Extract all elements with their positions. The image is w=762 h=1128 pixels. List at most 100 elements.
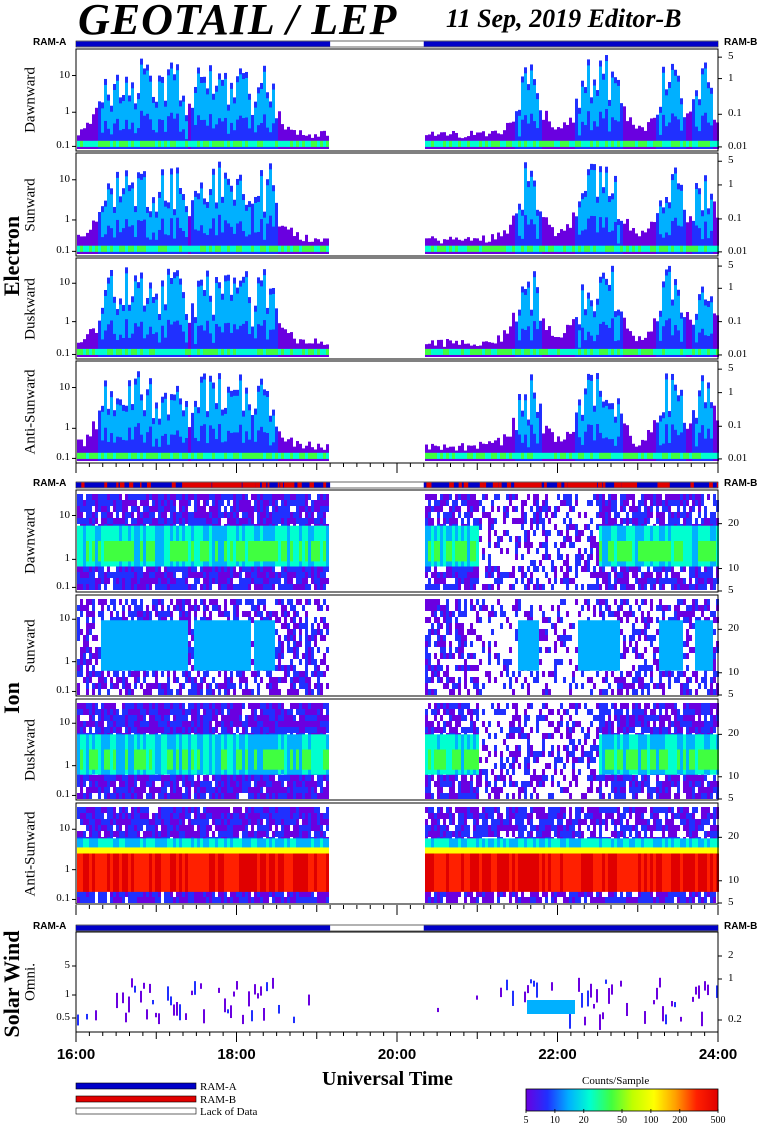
ram-label-b-solar_wind: RAM-B <box>724 921 758 932</box>
ram-b-segment <box>544 482 547 488</box>
ram-b-segment <box>449 482 452 488</box>
date-editor-title: 11 Sep, 2019 Editor-B <box>446 4 682 33</box>
y-tick-label: 10 <box>59 612 70 625</box>
time-ticks-electron <box>75 463 719 473</box>
ram-b-segment <box>263 482 267 488</box>
ram-b-segment <box>297 482 302 488</box>
ram-b-segment <box>492 482 498 488</box>
right-tick-label: 20 <box>728 830 739 843</box>
colorbar-tick-label-5: 200 <box>672 1115 688 1126</box>
ram-b-segment <box>129 482 134 488</box>
x-tick-label-4: 24:00 <box>698 1046 738 1063</box>
right-tick-label: 1 <box>728 177 734 190</box>
right-tick-label: 5 <box>728 687 734 700</box>
ram-b-segment <box>525 482 527 488</box>
right-tick-label: 0.01 <box>728 451 748 464</box>
ram-b-segment <box>506 482 512 488</box>
ram-b-segment <box>592 482 596 488</box>
ram-b-segment <box>659 482 670 488</box>
main-title: GEOTAIL / LEP <box>78 0 398 44</box>
ram-b-segment <box>427 482 432 488</box>
ram-b-segment <box>323 482 327 488</box>
ram-b-segment <box>564 482 568 488</box>
ram-b-segment <box>190 482 194 488</box>
right-tick-label: 0.1 <box>728 211 742 224</box>
ram-b-segment <box>518 482 522 488</box>
y-tick-label: 0.1 <box>56 788 70 801</box>
panel-frame <box>75 594 719 697</box>
colorbar <box>525 1088 719 1113</box>
right-tick-label: 5 <box>728 154 734 167</box>
legend-swatch-lack <box>75 1107 197 1115</box>
panel-label-1: Sunward <box>22 177 39 232</box>
y-tick-label: 5 <box>64 959 71 971</box>
right-tick-label: 1 <box>728 972 734 984</box>
right-tick-label: 0.01 <box>728 347 748 360</box>
right-tick-label: 0.1 <box>728 314 742 327</box>
ram-label-a-solar_wind: RAM-A <box>33 921 67 932</box>
spectrogram-cells <box>77 599 719 695</box>
y-tick-label: 1 <box>64 314 71 327</box>
ram-b-segment <box>602 482 606 488</box>
y-tick-label: 1 <box>64 988 71 1000</box>
panel-label-3: Anti-Sunward <box>22 369 39 455</box>
y-tick-label: 0.1 <box>56 347 70 360</box>
ram-b-segment <box>119 482 125 488</box>
ram-b-segment <box>277 482 280 488</box>
ram-b-segment <box>140 482 142 488</box>
panel-electron-sunward <box>72 152 722 257</box>
ram-b-segment <box>622 482 638 488</box>
right-tick-label: 5 <box>728 50 734 63</box>
right-tick-label: 10 <box>728 873 739 886</box>
colorbar-tick-label-2: 20 <box>578 1115 589 1126</box>
colorbar-title: Counts/Sample <box>582 1075 650 1087</box>
ram-b-segment <box>173 482 176 488</box>
ram-b-segment <box>483 482 487 488</box>
x-tick-label-1: 18:00 <box>217 1046 256 1063</box>
ram-b-segment <box>261 482 265 488</box>
panel-solar-wind-omni <box>72 931 722 1033</box>
ram-b-segment <box>716 482 718 488</box>
ram-b-segment <box>591 482 594 488</box>
right-tick-label: 20 <box>728 727 739 740</box>
ram-b-segment <box>309 482 314 488</box>
legend-swatch-ram-a <box>75 1082 197 1090</box>
time-ticks-solar <box>75 1032 719 1042</box>
colorbar-tick-label-0: 5 <box>523 1115 529 1126</box>
ram-segment-electron-2 <box>423 41 718 47</box>
right-tick-label: 0.01 <box>728 139 748 152</box>
y-tick-label: 10 <box>59 68 70 81</box>
spectrogram-cells <box>77 494 719 590</box>
y-tick-label: 1 <box>64 212 71 225</box>
ram-b-segment <box>280 482 284 488</box>
y-tick-label: 0.1 <box>56 244 70 257</box>
time-ticks-ion <box>75 905 719 915</box>
ram-b-segment <box>514 482 542 488</box>
panel-ion-sunward <box>72 594 722 697</box>
right-tick-label: 5 <box>728 362 734 375</box>
right-tick-label: 10 <box>728 769 739 782</box>
ram-b-segment <box>616 482 622 488</box>
ram-segment-solar_wind-0 <box>76 925 331 931</box>
y-tick-label: 0.1 <box>56 451 70 464</box>
spectrogram-cells <box>77 55 719 150</box>
ram-status-bar-electron <box>75 40 719 48</box>
right-tick-label: 10 <box>728 665 739 678</box>
ram-b-segment <box>614 482 618 488</box>
y-tick-label: 1 <box>64 654 71 667</box>
y-tick-label: 10 <box>59 380 70 393</box>
panel-frame <box>75 698 719 801</box>
panel-label-7: Anti-Sunward <box>22 811 39 896</box>
ram-b-segment <box>255 482 261 488</box>
panel-frame <box>75 152 719 257</box>
legend-swatches <box>75 1082 197 1115</box>
right-tick-label: 1 <box>728 281 734 294</box>
legend-swatch-ram-b <box>75 1095 197 1103</box>
x-tick-label-3: 22:00 <box>538 1046 577 1063</box>
ram-b-segment <box>244 482 247 488</box>
panel-electron-antisunward <box>72 360 722 464</box>
ram-b-segment <box>479 482 484 488</box>
y-tick-label: 0.1 <box>56 580 70 593</box>
y-tick-label: 0.1 <box>56 892 70 905</box>
panel-electron-dawnward <box>72 48 722 152</box>
